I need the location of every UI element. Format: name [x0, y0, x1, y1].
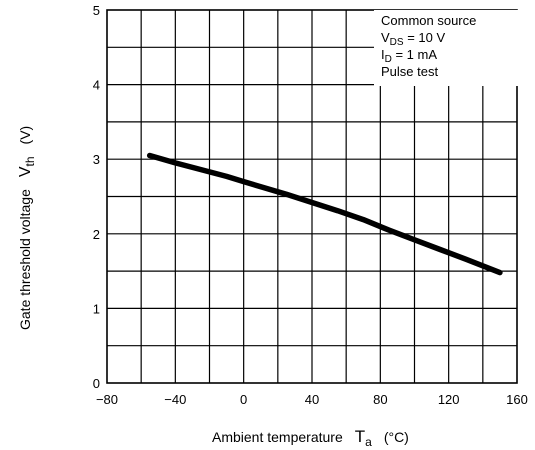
plot-frame	[106, 9, 518, 384]
condition-vds-subscript: DS	[390, 37, 404, 48]
x-axis-symbol: T	[355, 427, 365, 446]
x-tick-label: −80	[96, 392, 118, 407]
condition-id-symbol: I	[381, 47, 385, 62]
x-axis-unit: (°C)	[384, 429, 409, 445]
x-tick-label: 0	[240, 392, 247, 407]
conditions-box: Common source VDS = 10 V ID = 1 mA Pulse…	[374, 10, 522, 86]
condition-pulse-test: Pulse test	[381, 64, 438, 79]
y-tick-label: 4	[93, 78, 100, 93]
x-tick-label: 160	[506, 392, 528, 407]
y-axis-label-text: Gate threshold voltage	[17, 189, 33, 330]
data-layer	[146, 152, 503, 276]
y-axis-symbol-subscript: th	[23, 156, 37, 166]
condition-id: ID = 1 mA	[381, 47, 437, 65]
condition-common-source: Common source	[381, 13, 476, 28]
condition-id-subscript: D	[385, 54, 392, 65]
condition-vds-value: = 10 V	[404, 30, 446, 45]
x-tick-label: 40	[305, 392, 319, 407]
y-axis-label: Gate threshold voltage Vth (V)	[17, 126, 37, 330]
conditions-background	[374, 10, 522, 86]
y-tick-label: 3	[93, 152, 100, 167]
x-axis-label-text: Ambient temperature	[212, 429, 343, 445]
condition-vds: VDS = 10 V	[381, 30, 445, 48]
condition-vds-symbol: V	[381, 30, 390, 45]
y-tick-labels: 0 1 2 3 4 5	[93, 3, 100, 391]
y-tick-label: 0	[93, 376, 100, 391]
x-tick-label: 80	[373, 392, 387, 407]
x-tick-label: −40	[164, 392, 186, 407]
y-tick-label: 5	[93, 3, 100, 18]
series-line-0	[146, 152, 503, 276]
x-tick-label: 120	[438, 392, 460, 407]
y-axis-unit: (V)	[17, 126, 33, 145]
y-tick-label: 1	[93, 301, 100, 316]
x-tick-labels: −80 −40 0 40 80 120 160	[96, 392, 528, 407]
plot-border	[106, 9, 518, 384]
y-tick-label: 2	[93, 227, 100, 242]
x-axis-symbol-subscript: a	[365, 435, 372, 449]
y-axis-symbol: V	[17, 166, 34, 177]
condition-id-value: = 1 mA	[392, 47, 437, 62]
x-axis-label: Ambient temperature Ta (°C)	[212, 427, 409, 449]
